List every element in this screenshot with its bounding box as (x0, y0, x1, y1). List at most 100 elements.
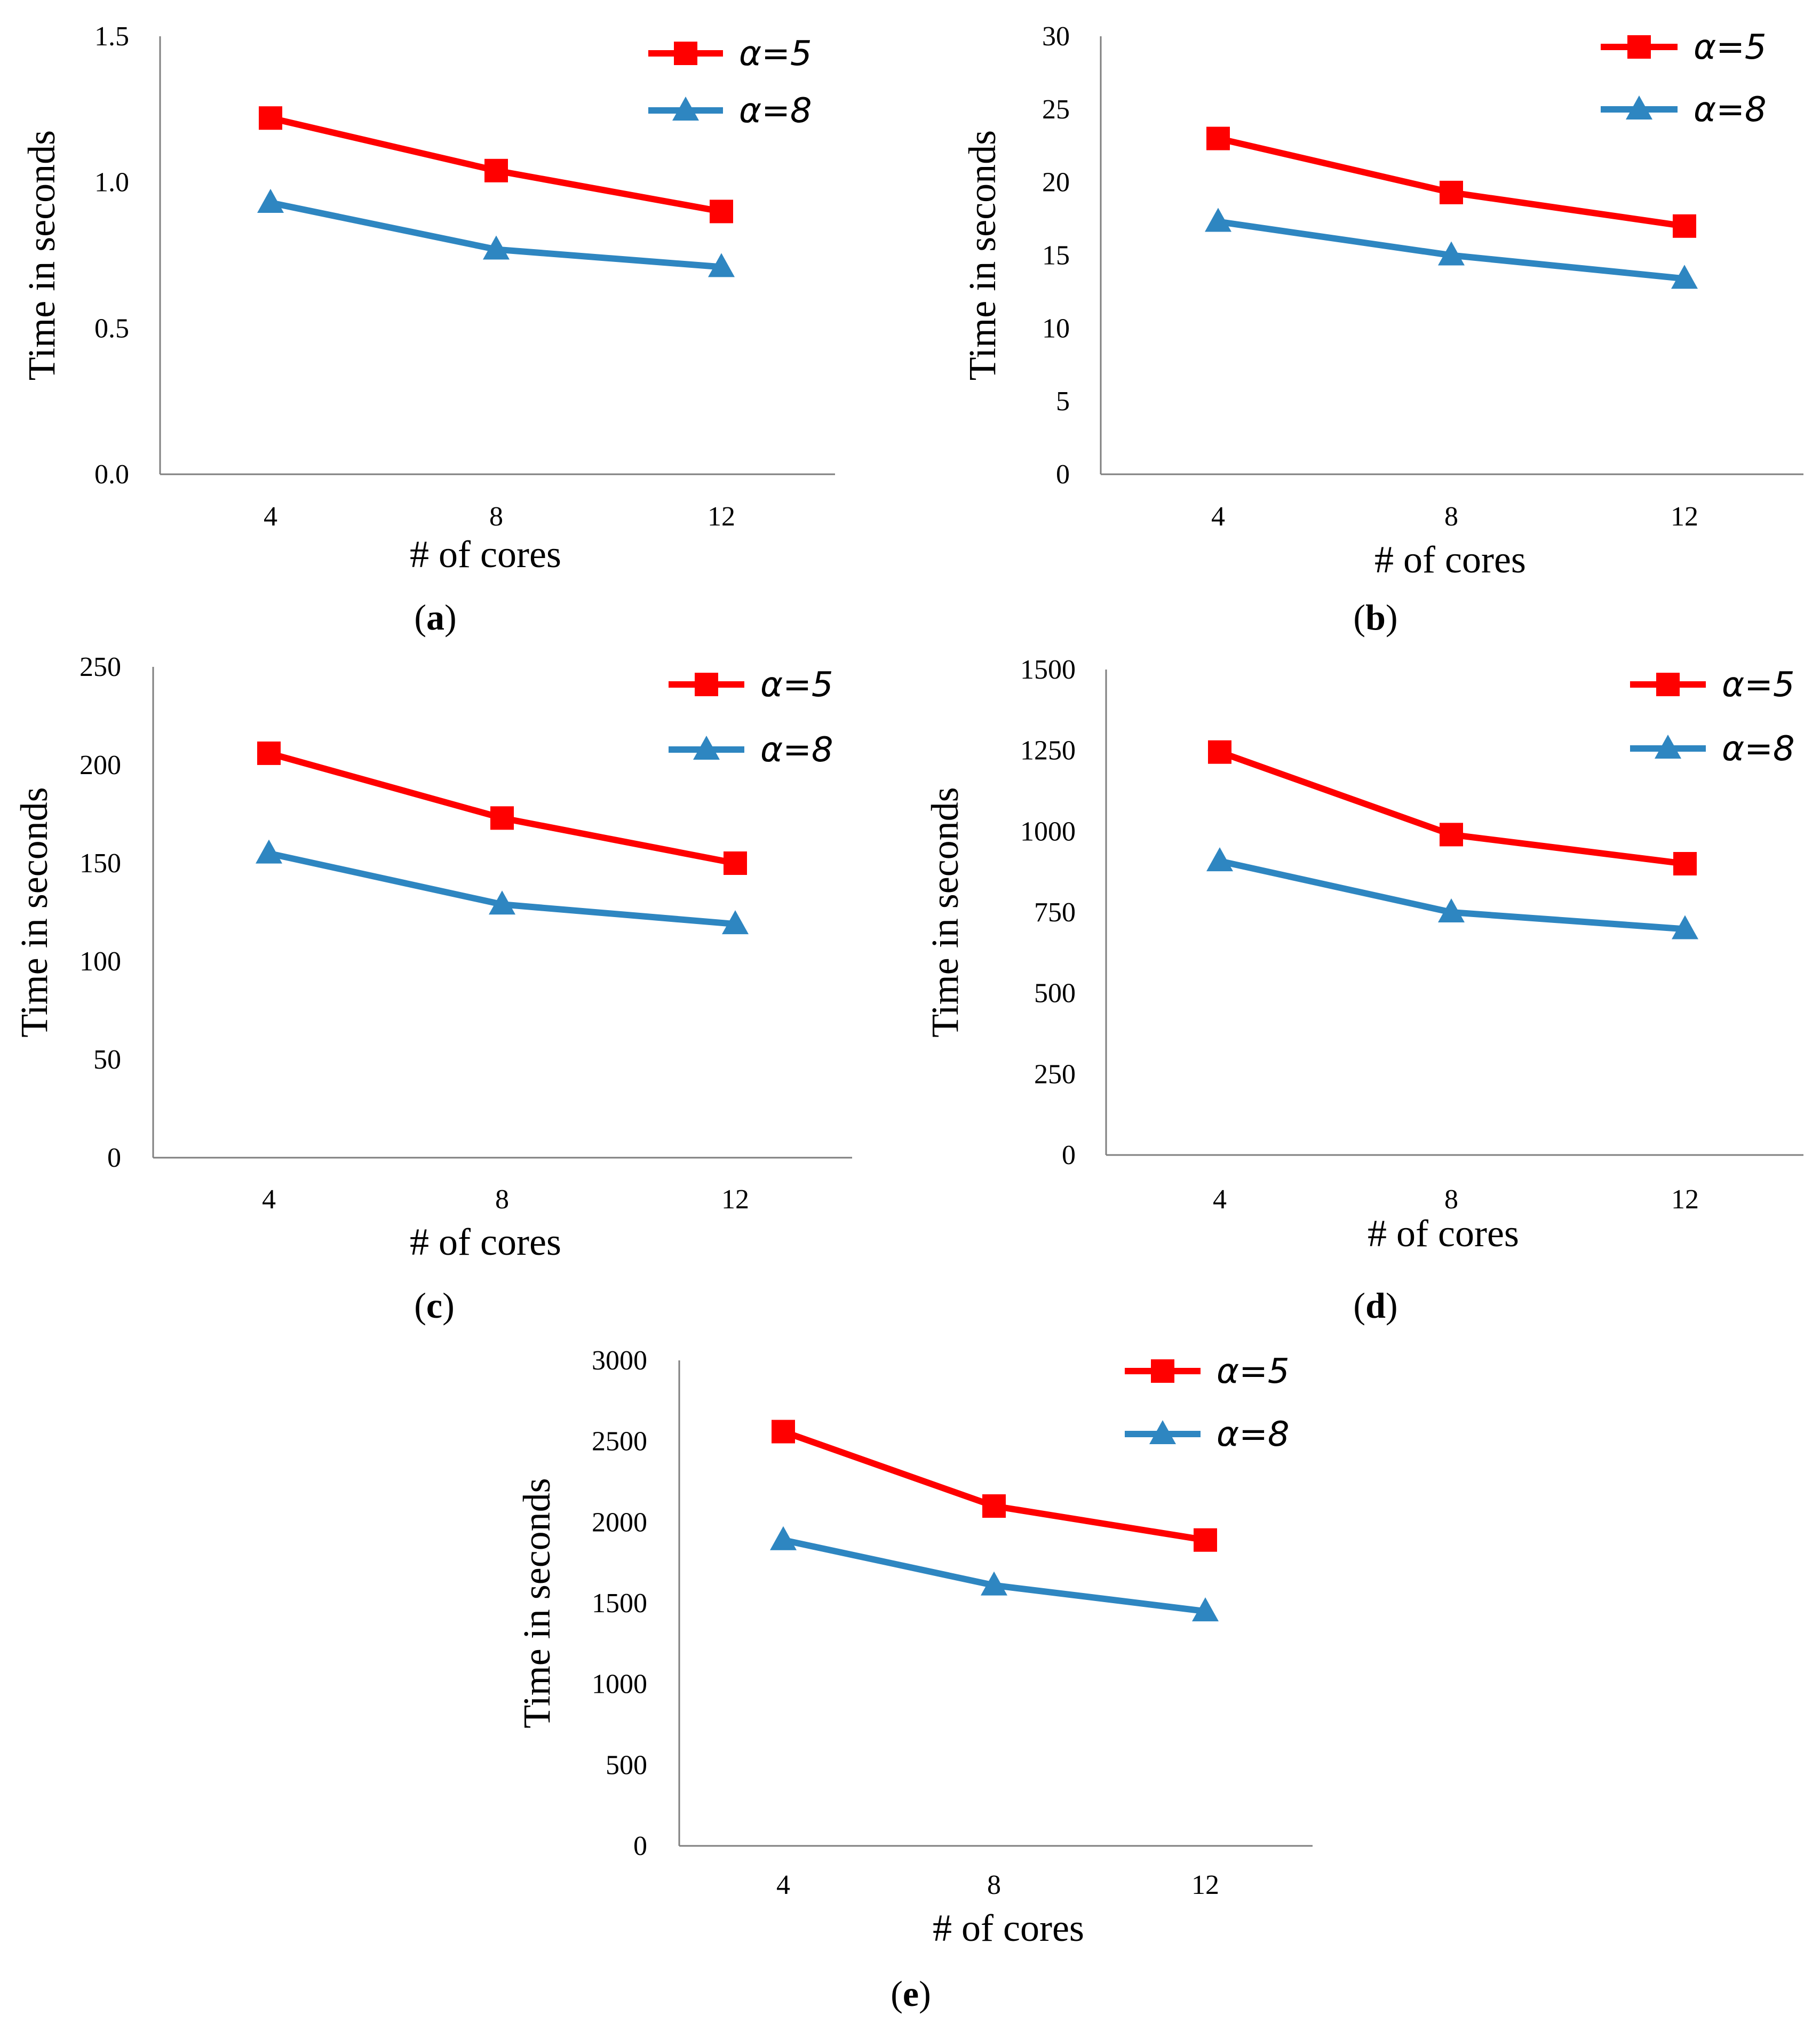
data-point-a8 (256, 839, 282, 864)
y-tick-label: 1000 (1020, 816, 1076, 847)
x-axis-title: # of cores (1374, 538, 1526, 581)
y-tick-label: 1500 (592, 1588, 647, 1619)
x-tick-label: 8 (1444, 501, 1458, 532)
y-tick-label: 1250 (1020, 736, 1076, 766)
chart-panel-b: 0 5 10 15 20 25 30 4 8 12 # of cores Time in second… (961, 21, 1803, 638)
y-tick-label: 500 (1034, 978, 1076, 1009)
x-tick-label: 4 (1213, 1184, 1227, 1215)
x-axis-title: # of cores (410, 533, 561, 576)
data-point-a5 (257, 741, 281, 765)
y-tick-label: 0 (107, 1143, 121, 1173)
y-tick-label: 50 (93, 1045, 121, 1075)
data-point-a5 (484, 158, 508, 182)
chart-panel-d: 0 250 500 750 1000 1250 1500 4 8 12 # of cores Time… (924, 655, 1803, 1326)
data-point-a8 (981, 1571, 1007, 1596)
panel-caption: (b) (1353, 597, 1397, 638)
legend-marker-a8 (693, 736, 720, 760)
y-tick-label: 25 (1042, 94, 1070, 125)
data-point-a5 (490, 806, 514, 830)
y-axis-title: Time in seconds (515, 1478, 558, 1728)
chart-panel-e: 0 500 1000 1500 2000 2500 3000 4 8 12 # of cores Ti… (515, 1345, 1313, 2014)
data-point-a8 (489, 890, 515, 915)
data-point-a5 (1673, 852, 1697, 875)
data-point-a5 (724, 851, 747, 875)
legend-label-a5: α=5 (739, 34, 812, 74)
x-tick-label: 8 (1444, 1184, 1458, 1215)
y-tick-label: 0 (1062, 1140, 1076, 1170)
y-tick-label: 15 (1042, 241, 1070, 271)
panel-caption: (e) (891, 1973, 931, 2014)
x-tick-label: 8 (987, 1870, 1001, 1900)
data-point-a8 (708, 253, 735, 277)
x-tick-label: 4 (264, 501, 277, 532)
legend-marker-a8 (672, 97, 699, 121)
panel-caption: (d) (1353, 1285, 1397, 1326)
data-point-a8 (483, 235, 510, 260)
legend-label-a8: α=8 (739, 91, 812, 131)
data-point-a5 (1206, 126, 1230, 150)
legend-label-a5: α=5 (760, 665, 833, 705)
x-tick-label: 12 (1671, 501, 1698, 532)
y-tick-label: 20 (1042, 168, 1070, 198)
data-point-a8 (1438, 241, 1465, 266)
data-point-a5 (1194, 1528, 1217, 1552)
x-axis-title: # of cores (1368, 1212, 1519, 1255)
panel-caption: (a) (414, 597, 456, 638)
data-point-a5 (1208, 740, 1231, 764)
x-tick-label: 4 (262, 1184, 276, 1215)
data-point-a8 (1206, 847, 1233, 872)
data-point-a8 (1205, 208, 1231, 232)
data-point-a5 (1440, 823, 1463, 847)
y-tick-label: 100 (80, 946, 121, 977)
y-axis-title: Time in seconds (20, 130, 63, 380)
legend-label-a5: α=5 (1694, 28, 1767, 67)
x-tick-label: 8 (489, 501, 503, 532)
data-point-a8 (257, 188, 284, 213)
data-point-a5 (1440, 180, 1463, 204)
x-tick-label: 8 (495, 1184, 509, 1215)
y-tick-label: 0.0 (94, 459, 129, 490)
data-point-a5 (772, 1420, 795, 1444)
y-tick-label: 200 (80, 750, 121, 780)
x-tick-label: 4 (1211, 501, 1225, 532)
legend-marker-a5 (1656, 673, 1680, 696)
y-tick-label: 1500 (1020, 655, 1076, 685)
y-tick-label: 1.5 (94, 21, 129, 52)
data-point-a5 (259, 106, 282, 130)
chart-panel-a: 0.0 0.5 1.0 1.5 4 8 12 # of cores Time in second… (20, 21, 835, 638)
legend-marker-a8 (1149, 1420, 1176, 1444)
legend-label-a5: α=5 (1722, 665, 1795, 705)
legend-label-a5: α=5 (1217, 1352, 1290, 1391)
y-tick-label: 150 (80, 848, 121, 879)
y-tick-label: 30 (1042, 21, 1070, 52)
data-point-a8 (1672, 915, 1698, 939)
legend-marker-a5 (1627, 35, 1651, 59)
data-point-a8 (770, 1526, 797, 1550)
y-tick-label: 0 (633, 1831, 647, 1861)
y-tick-label: 0.5 (94, 313, 129, 344)
data-point-a8 (722, 910, 749, 935)
y-axis-title: Time in seconds (13, 787, 55, 1037)
legend-marker-a5 (695, 673, 718, 696)
y-tick-label: 250 (1034, 1059, 1076, 1089)
chart-panel-c: 0 50 100 150 200 250 4 8 12 # of cores Time in sec… (13, 652, 852, 1326)
data-point-a8 (1671, 265, 1698, 289)
legend-marker-a5 (674, 42, 697, 65)
panel-caption: (c) (414, 1285, 455, 1326)
data-point-a8 (1192, 1597, 1219, 1622)
y-tick-label: 5 (1056, 386, 1070, 417)
data-point-a5 (1673, 214, 1696, 238)
legend-label-a8: α=8 (1217, 1415, 1290, 1454)
y-tick-label: 2500 (592, 1427, 647, 1457)
y-tick-label: 1000 (592, 1669, 647, 1700)
x-tick-label: 12 (1191, 1870, 1219, 1900)
y-axis-title: Time in seconds (924, 787, 966, 1037)
x-tick-label: 12 (721, 1184, 749, 1215)
x-tick-label: 12 (1671, 1184, 1699, 1215)
y-axis-title: Time in seconds (961, 130, 1004, 380)
x-axis-title: # of cores (933, 1907, 1084, 1949)
y-tick-label: 2000 (592, 1507, 647, 1538)
legend-marker-a5 (1151, 1359, 1174, 1383)
x-axis-title: # of cores (410, 1221, 561, 1263)
